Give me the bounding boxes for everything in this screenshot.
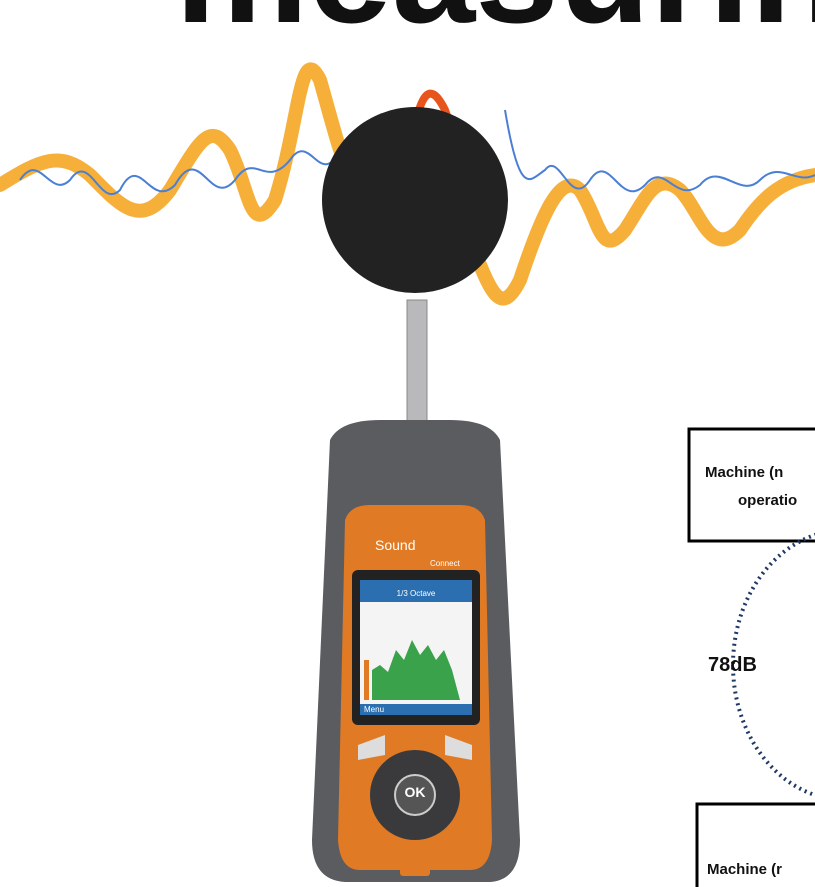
level-label: 78dB [708,654,757,676]
box-text: Machine (r [707,861,782,878]
microphone-windscreen [322,107,508,293]
screen-mode: 1/3 Octave [397,589,436,598]
label-box [689,429,815,541]
ok-button[interactable]: OK [405,784,426,800]
sound-level-meter: Sound Connect 1/3 Octave Menu OK [312,107,520,882]
brand-text: Sound [375,537,415,553]
screen-menu: Menu [364,705,384,714]
slide: measuring Sound Connect 1/3 Octave Menu … [0,0,815,887]
slide-title: measuring [175,0,815,54]
model-text: Connect [430,559,461,568]
box-text: operatio [738,492,797,509]
box-text: Machine (n [705,464,783,481]
